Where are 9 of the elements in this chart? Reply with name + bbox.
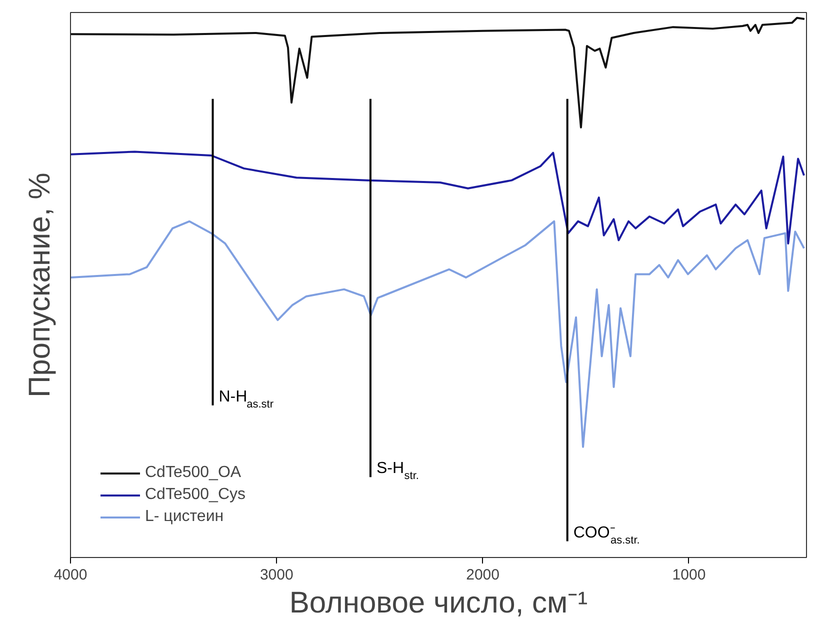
x-axis-title: Волновое число, см⁻¹ <box>289 586 588 620</box>
legend-label: CdTe500_Cys <box>145 486 246 504</box>
x-tick-label: 3000 <box>260 566 294 584</box>
x-tick-label: 1000 <box>672 566 706 584</box>
x-tick-label: 4000 <box>54 566 88 584</box>
y-axis-title: Пропускание, % <box>24 172 56 398</box>
legend-label: L- цистеин <box>145 508 224 526</box>
x-tick-label: 2000 <box>466 566 500 584</box>
legend-label: CdTe500_OA <box>145 464 242 482</box>
